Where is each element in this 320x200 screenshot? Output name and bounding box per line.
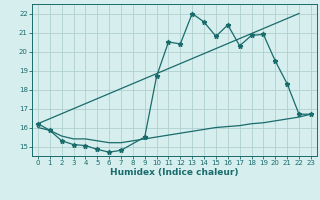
X-axis label: Humidex (Indice chaleur): Humidex (Indice chaleur): [110, 168, 239, 177]
